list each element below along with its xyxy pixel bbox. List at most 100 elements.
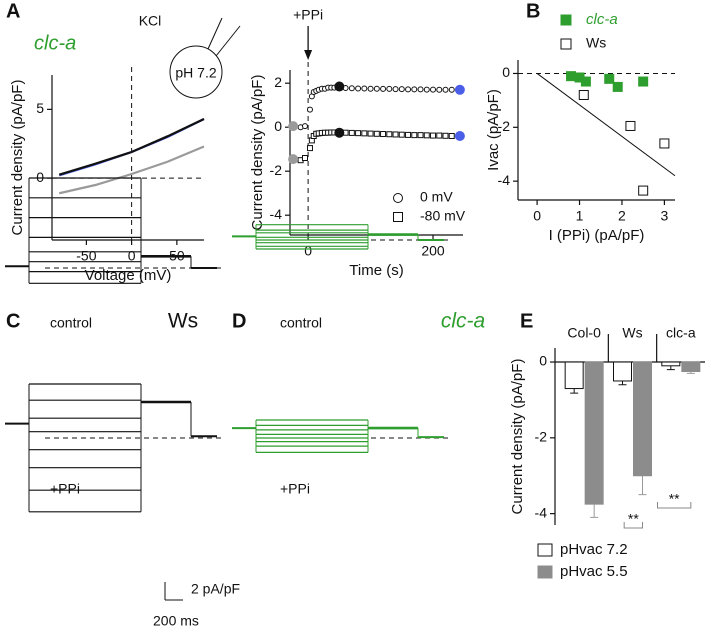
trace-line [58, 145, 205, 195]
legend-marker [393, 212, 403, 222]
point [417, 132, 424, 139]
highlight-point [288, 121, 299, 132]
x-axis-label: I (PPi) (pA/pF) [549, 227, 645, 244]
legend-label: pHvac 5.5 [560, 563, 628, 580]
point [301, 123, 308, 130]
point [355, 130, 362, 137]
point [612, 81, 623, 92]
significance: ** [669, 491, 680, 507]
point [386, 85, 393, 92]
legend-swatch [537, 543, 553, 557]
highlight-point [334, 127, 345, 138]
point [392, 131, 399, 138]
annotation: pH 7.2 [175, 65, 216, 81]
bar [633, 361, 652, 477]
sweep-label: +PPi [280, 481, 310, 497]
electrode [169, 45, 223, 99]
legend-label: -80 mV [420, 208, 466, 224]
error-bar [590, 504, 599, 518]
panel-label: B [526, 0, 540, 22]
point [423, 132, 430, 139]
point [373, 130, 380, 137]
point [580, 76, 591, 87]
category-label: Ws [622, 325, 642, 341]
bar [661, 361, 681, 367]
scale-label: 2 pA/pF [191, 581, 240, 597]
highlight-point [334, 81, 345, 92]
point [638, 76, 649, 87]
x-tick-label: 0 [533, 208, 541, 224]
y-tick-label: 0 [36, 169, 44, 185]
legend-label: Ws [586, 35, 606, 51]
significance-bracket [657, 502, 692, 509]
y-tick-label: 0 [539, 353, 547, 369]
electrode-wire [207, 17, 223, 50]
point [355, 85, 362, 92]
legend-label: clc-a [586, 11, 618, 28]
point [442, 86, 449, 93]
point [430, 132, 437, 139]
point [578, 90, 589, 100]
highlight-point [454, 84, 465, 95]
x-axis-label: Voltage (mV) [85, 267, 172, 284]
x-tick-label: 2 [618, 208, 626, 224]
legend-label: 0 mV [420, 189, 453, 205]
point [423, 86, 430, 93]
arrow-head [304, 50, 313, 60]
point [398, 86, 405, 93]
y-tick-label: 5 [36, 100, 44, 116]
sweep-label: +PPi [50, 481, 80, 497]
sweep-label: control [280, 315, 322, 331]
x-tick-label: 0 [128, 248, 136, 264]
point [566, 71, 577, 82]
bar [564, 361, 584, 390]
x-axis-label: Time (s) [349, 262, 403, 279]
annotation: KCl [139, 13, 162, 29]
point [306, 106, 313, 113]
point [301, 155, 308, 161]
point [411, 132, 418, 139]
point [348, 129, 355, 136]
point [448, 86, 455, 93]
point [625, 120, 636, 131]
panel-label: C [6, 310, 20, 332]
bar [681, 361, 701, 372]
point [361, 130, 368, 137]
y-tick-label: 0 [502, 64, 510, 80]
point [306, 145, 313, 152]
point [386, 131, 393, 138]
error-bar [618, 380, 627, 386]
trace-line [58, 118, 205, 176]
point [411, 86, 418, 93]
point [417, 86, 424, 93]
significance-bracket [623, 522, 643, 529]
point [367, 130, 374, 137]
point [448, 133, 455, 139]
y-tick-label: -4 [270, 206, 283, 222]
point [442, 132, 449, 139]
x-tick-label: 1 [576, 208, 584, 224]
genotype-title: clc-a [441, 310, 485, 333]
y-tick-label: -4 [498, 172, 511, 188]
point [373, 85, 380, 92]
highlight-point [454, 131, 465, 141]
point [638, 185, 649, 196]
y-tick-label: -2 [498, 118, 511, 134]
legend-label: pHvac 7.2 [560, 541, 628, 558]
sweep-label: control [50, 315, 92, 331]
category-label: Col-0 [567, 325, 601, 341]
point [405, 86, 412, 93]
legend-marker [393, 193, 403, 203]
y-tick-label: -2 [270, 162, 283, 178]
point [367, 85, 374, 92]
fit-line [536, 73, 676, 177]
genotype-title: Ws [168, 310, 198, 333]
legend-marker [560, 38, 572, 50]
point [380, 85, 387, 92]
y-axis-label: Current density (pA/pF) [249, 75, 266, 231]
annotation: +PPi [293, 7, 323, 23]
panel-label: A [6, 0, 20, 22]
point [430, 86, 437, 93]
point [380, 131, 387, 138]
